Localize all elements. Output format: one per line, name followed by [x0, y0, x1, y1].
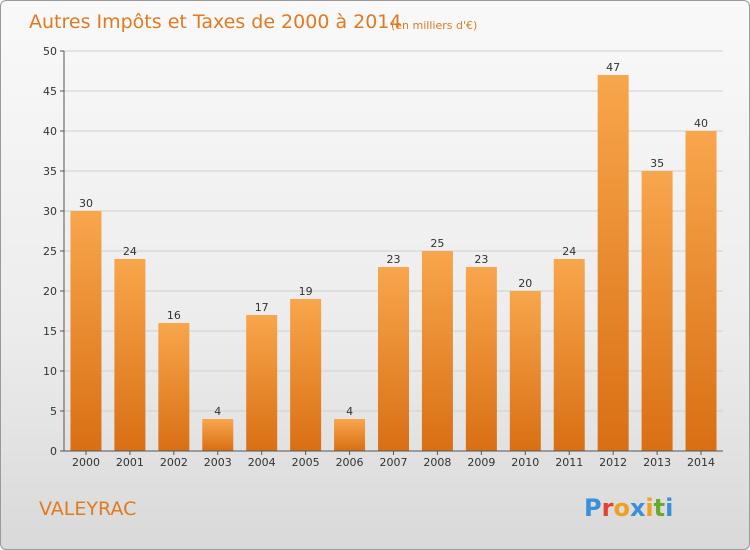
x-tick-label: 2013 [643, 456, 671, 469]
bar-2004 [246, 315, 278, 451]
bar-2003 [202, 419, 234, 451]
y-tick-label: 20 [43, 285, 57, 298]
value-label: 19 [299, 285, 313, 298]
y-tick-label: 30 [43, 205, 57, 218]
bar-2000 [70, 211, 102, 451]
bar-2006 [334, 419, 366, 451]
logo-letter: i [665, 494, 673, 522]
y-tick-label: 15 [43, 325, 57, 338]
bar-2014 [685, 131, 717, 451]
x-tick-label: 2003 [204, 456, 232, 469]
x-tick-label: 2011 [555, 456, 583, 469]
proxiti-logo: Proxiti [584, 494, 673, 522]
bar-2007 [378, 267, 409, 451]
value-label: 24 [123, 245, 137, 258]
logo-letter: r [602, 494, 614, 522]
bar-2005 [290, 299, 322, 451]
logo-letter: o [613, 494, 630, 522]
value-label: 23 [387, 253, 401, 266]
value-label: 4 [214, 405, 221, 418]
x-tick-label: 2001 [116, 456, 144, 469]
bar-2013 [641, 171, 673, 451]
bars-layer: 30 24 16 4 17 19 4 23 25 23 20 24 47 35 40 [70, 61, 717, 451]
y-tick-label: 40 [43, 125, 57, 138]
x-tick-label: 2008 [423, 456, 451, 469]
value-label: 23 [474, 253, 488, 266]
logo-letter: t [654, 494, 665, 522]
value-label: 25 [430, 237, 444, 250]
y-tick-label: 35 [43, 165, 57, 178]
x-tick-label: 2012 [599, 456, 627, 469]
value-label: 30 [79, 197, 93, 210]
bar-2001 [114, 259, 146, 451]
commune-name: VALEYRAC [39, 498, 136, 520]
x-tick-label: 2000 [72, 456, 100, 469]
value-label: 47 [606, 61, 620, 74]
x-tick-label: 2014 [687, 456, 715, 469]
value-label: 16 [167, 309, 181, 322]
chart-subtitle: (en milliers d'€) [391, 19, 477, 32]
logo-text: Proxiti [584, 494, 673, 522]
bar-2008 [421, 251, 453, 451]
axis-layer: 0 5 10 15 20 25 30 35 40 45 50 2000 2001 2002 2003 2004… [43, 45, 723, 469]
chart-title: Autres Impôts et Taxes de 2000 à 2014 [29, 11, 402, 33]
logo-letter: i [645, 494, 653, 522]
y-tick-label: 5 [50, 405, 57, 418]
x-tick-label: 2009 [467, 456, 495, 469]
logo-letter: P [584, 494, 602, 522]
y-tick-label: 10 [43, 365, 57, 378]
value-label: 20 [518, 277, 532, 290]
value-label: 24 [562, 245, 576, 258]
x-tick-label: 2005 [292, 456, 320, 469]
value-label: 17 [255, 301, 269, 314]
logo-letter: x [630, 494, 646, 522]
y-tick-label: 50 [43, 45, 57, 58]
bar-2012 [597, 75, 629, 451]
y-tick-label: 45 [43, 85, 57, 98]
x-tick-label: 2004 [248, 456, 276, 469]
value-label: 40 [694, 117, 708, 130]
x-tick-label: 2002 [160, 456, 188, 469]
y-tick-label: 0 [50, 445, 57, 458]
bar-2010 [509, 291, 541, 451]
value-label: 35 [650, 157, 664, 170]
x-tick-label: 2010 [511, 456, 539, 469]
value-label: 4 [346, 405, 353, 418]
bar-2011 [553, 259, 585, 451]
bar-2009 [465, 267, 497, 451]
bar-2002 [158, 323, 190, 451]
x-tick-label: 2007 [380, 456, 408, 469]
y-tick-label: 25 [43, 245, 57, 258]
x-tick-label: 2006 [336, 456, 364, 469]
